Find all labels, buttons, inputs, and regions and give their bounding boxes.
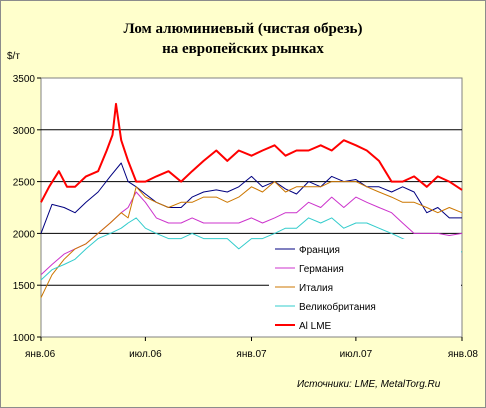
y-tick-label: 3500 bbox=[13, 74, 36, 85]
legend-label: Франция bbox=[299, 245, 340, 256]
y-tick-label: 2000 bbox=[13, 229, 36, 240]
source-note: Источники: LME, MetalTorg.Ru bbox=[297, 379, 441, 390]
legend-box bbox=[269, 239, 461, 336]
y-axis-ticks: 1000 1500 2000 2500 3000 3500 bbox=[13, 74, 41, 344]
series-line bbox=[40, 181, 463, 298]
x-tick-label: июл.06 bbox=[129, 349, 162, 360]
legend-label: Великобритания bbox=[299, 301, 376, 313]
x-axis-ticks: янв.06 июл.06 янв.07 июл.07 янв.08 bbox=[25, 337, 478, 360]
x-tick-label: июл.07 bbox=[340, 349, 373, 360]
y-tick-label: 2500 bbox=[13, 178, 36, 189]
y-tick-label: 1000 bbox=[13, 333, 36, 344]
legend-label: Италия bbox=[299, 283, 333, 294]
x-tick-label: янв.07 bbox=[236, 349, 267, 360]
y-tick-label: 1500 bbox=[13, 281, 36, 292]
series-line bbox=[40, 217, 463, 281]
series-lines bbox=[40, 102, 463, 298]
legend-label: Германия bbox=[299, 264, 344, 275]
y-axis-label: $/т bbox=[7, 51, 20, 62]
chart-title: Лом алюминиевый (чистая обрезь) bbox=[124, 21, 363, 37]
x-tick-label: янв.06 bbox=[25, 349, 56, 360]
legend-label: Al LME bbox=[299, 321, 332, 332]
legend: Франция Германия Италия Великобритания Al LM… bbox=[275, 245, 376, 332]
series-line bbox=[40, 162, 462, 234]
series-line bbox=[40, 102, 463, 203]
chart-subtitle: на европейских рынках bbox=[162, 41, 324, 57]
x-tick-label: янв.08 bbox=[448, 349, 479, 360]
y-tick-label: 3000 bbox=[13, 126, 36, 137]
